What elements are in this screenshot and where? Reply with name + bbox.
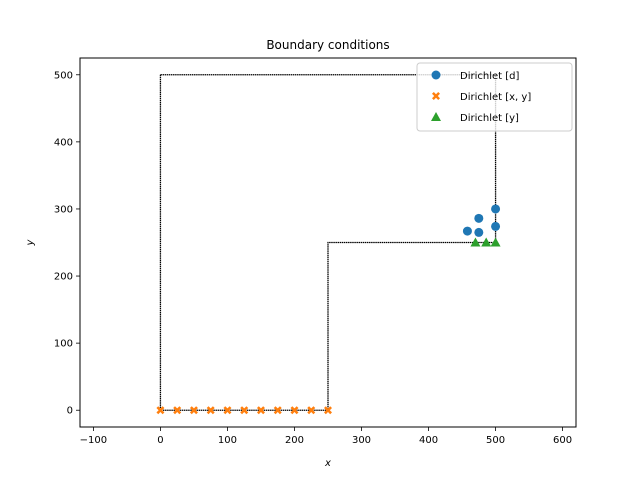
data-point-series-1 (189, 406, 198, 415)
data-point-series-1 (256, 406, 265, 415)
y-tick-label: 400 (54, 137, 73, 148)
data-point-series-1 (240, 406, 249, 415)
data-point-series-2 (470, 237, 481, 247)
y-tick-label: 200 (54, 272, 73, 283)
data-point-series-0 (491, 221, 501, 231)
data-point-series-1 (307, 406, 316, 415)
data-point-series-1 (156, 406, 165, 415)
y-tick-label: 300 (54, 204, 73, 215)
legend-box (416, 62, 573, 132)
x-tick-label: 500 (486, 435, 505, 446)
data-point-series-0 (474, 227, 484, 237)
x-axis-label: x (324, 458, 331, 469)
data-point-series-0 (491, 204, 501, 214)
legend-label: Dirichlet [y] (460, 113, 519, 124)
x-tick-label: −100 (80, 435, 107, 446)
data-marks (156, 204, 501, 415)
data-point-series-0 (462, 226, 472, 236)
y-tick-label: 500 (54, 70, 73, 81)
legend-label: Dirichlet [x, y] (460, 92, 531, 103)
x-tick-label: 100 (218, 435, 237, 446)
plot-area (79, 57, 577, 428)
y-tick-label: 0 (67, 406, 73, 417)
chart-title: Boundary conditions (266, 38, 389, 52)
x-tick-label: 400 (419, 435, 438, 446)
axis-ticks: −100 0 100 200 300 400 500 600 0 100 200 300 400 500 (54, 70, 572, 446)
x-tick-label: 0 (157, 435, 163, 446)
data-point-series-1 (324, 406, 332, 415)
x-tick-label: 300 (352, 435, 371, 446)
legend-marker (432, 92, 440, 100)
data-point-series-1 (290, 406, 299, 415)
x-tick-label: 200 (285, 435, 304, 446)
data-point-series-0 (474, 213, 484, 223)
data-point-series-1 (173, 406, 182, 415)
legend-marker (431, 112, 441, 121)
data-point-series-2 (481, 237, 492, 247)
data-point-series-1 (223, 406, 232, 415)
y-tick-label: 100 (54, 339, 73, 350)
data-point-series-1 (273, 406, 282, 415)
data-point-series-1 (206, 406, 215, 415)
y-axis-label: y (25, 238, 36, 246)
data-point-series-2 (490, 237, 501, 247)
legend-label: Dirichlet [d] (460, 71, 519, 82)
legend: Dirichlet [d] Dirichlet [x, y] Dirichlet [… (416, 62, 573, 132)
legend-marker (431, 70, 441, 80)
x-tick-label: 600 (553, 435, 572, 446)
